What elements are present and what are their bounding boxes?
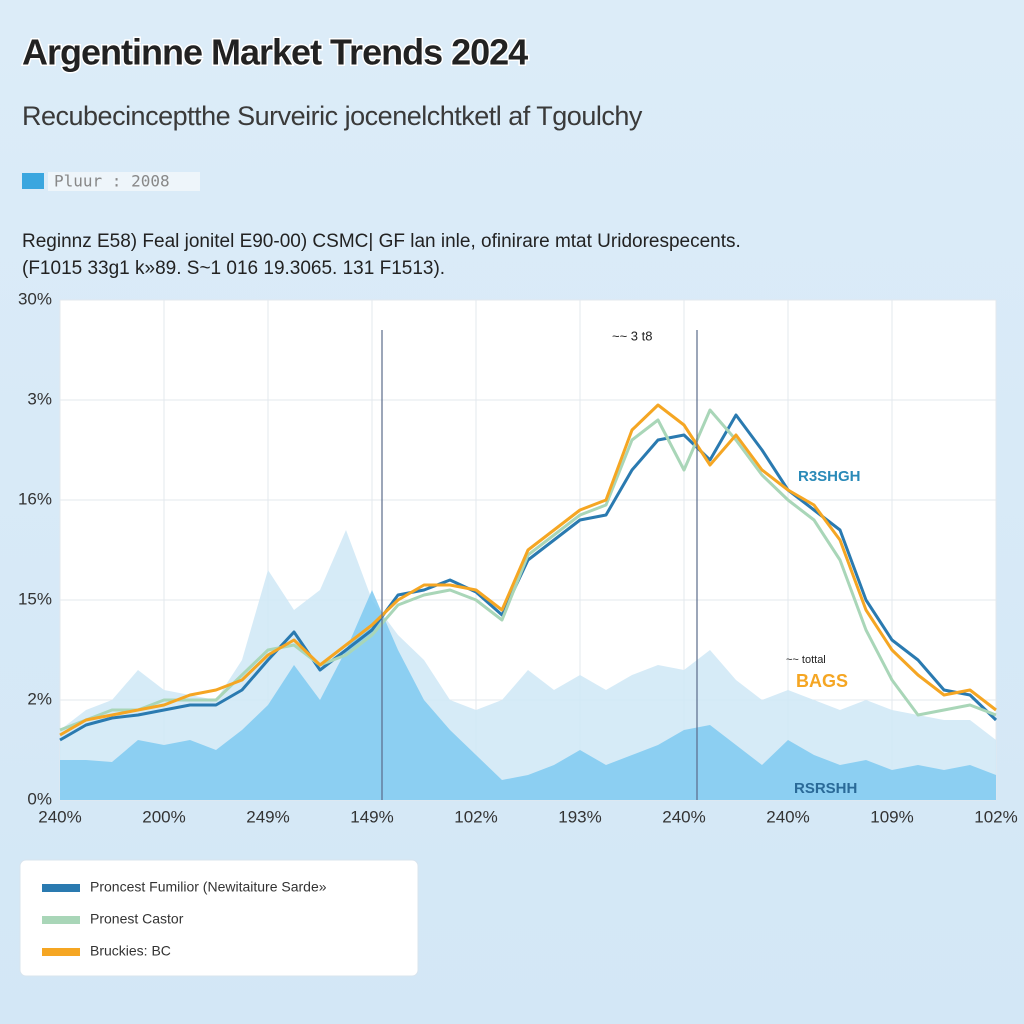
y-tick-label: 2% [27,689,52,708]
legend-swatch [42,884,80,892]
x-tick-label: 102% [974,807,1017,826]
legend-label: Bruckies: BC [90,943,171,959]
y-tick-label: 0% [27,789,52,808]
x-tick-label: 240% [662,807,705,826]
chart-title: Argentinne Market Trends 2024 [22,32,528,73]
x-tick-label: 200% [142,807,185,826]
y-tick-label: 3% [27,389,52,408]
y-tick-label: 16% [18,489,52,508]
top-legend-swatch [22,173,44,189]
x-tick-label: 240% [766,807,809,826]
description: Reginnz E58) Feal jonitel E90-00) CSMC| … [22,231,741,252]
series-line [59,413,998,742]
annotation: ~~ 3 t8 [612,328,652,343]
legend-swatch [42,948,80,956]
series-line [59,408,997,732]
top-legend-label: Pluur : 2008 [54,172,170,191]
x-tick-label: 149% [350,807,393,826]
annotation: R3SHGH [798,468,861,485]
chart-subtitle: Recubecinceptthe Surveiric jocenelchtket… [22,101,643,131]
x-tick-label: 249% [246,807,289,826]
series-line [59,403,997,737]
top-legend-box [48,172,200,191]
y-tick-label: 30% [18,289,52,308]
area [60,590,996,800]
annotation: RSRSHH [794,780,857,797]
y-tick-label: 15% [18,589,52,608]
annotation: BAGS [796,671,848,691]
description: (F1015 33g1 k»89. S~1 016 19.3065. 131 F… [22,258,445,279]
legend-label: Pronest Castor [90,911,184,927]
x-tick-label: 240% [38,807,81,826]
x-tick-label: 102% [454,807,497,826]
legend-label: Proncest Fumilior (Newitaiture Sarde» [90,879,327,895]
annotation: ~~ tottal [786,654,826,666]
legend-box [19,859,419,977]
legend-swatch [42,916,80,924]
x-tick-label: 109% [870,807,913,826]
x-tick-label: 193% [558,807,601,826]
